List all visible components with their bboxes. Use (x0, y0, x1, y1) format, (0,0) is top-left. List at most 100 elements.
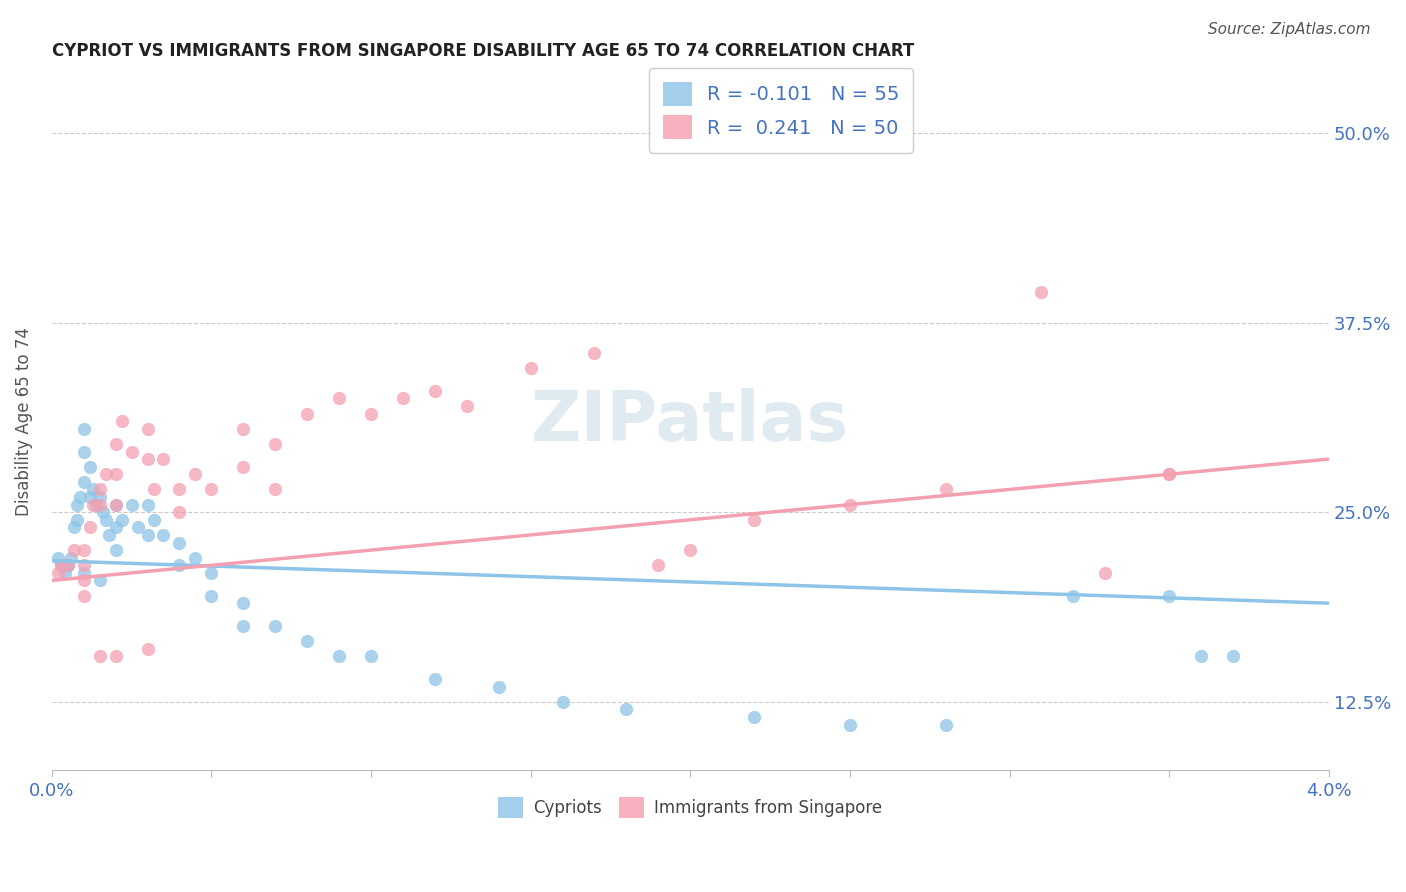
Point (232, 459, 254, 474)
Point (184, 467, 207, 482)
Point (935, 483, 957, 497)
Point (86, 498, 108, 512)
Point (360, 407, 382, 421)
Point (73, 444, 96, 458)
Point (94, 513, 117, 527)
Point (136, 498, 159, 512)
Point (328, 649, 350, 664)
Point (1159, 467, 1181, 482)
Point (69, 490, 91, 504)
Point (51, 558, 73, 573)
Point (53, 566, 76, 580)
Point (1222, 649, 1244, 664)
Point (169, 558, 191, 573)
Point (111, 513, 134, 527)
Point (935, 717, 957, 731)
Point (200, 566, 222, 580)
Point (295, 634, 318, 648)
Point (63, 543, 86, 558)
Text: ZIPatlas: ZIPatlas (531, 388, 849, 455)
Point (59, 550, 82, 565)
Point (392, 392, 415, 406)
Point (583, 346, 606, 360)
Point (742, 710, 765, 724)
Point (73, 566, 96, 580)
Point (519, 361, 541, 376)
Point (838, 717, 860, 731)
Point (89, 490, 111, 504)
Point (79, 490, 101, 504)
Point (679, 543, 702, 558)
Point (169, 505, 191, 519)
Point (488, 680, 510, 694)
Point (232, 596, 254, 610)
Point (169, 483, 191, 497)
Point (423, 384, 446, 398)
Point (328, 392, 350, 406)
Point (121, 498, 143, 512)
Point (73, 543, 96, 558)
Point (152, 528, 174, 542)
Point (46, 550, 69, 565)
Point (82, 483, 104, 497)
Point (89, 649, 111, 664)
Point (1062, 589, 1084, 603)
Point (142, 483, 165, 497)
Point (121, 444, 143, 458)
Point (98, 528, 121, 542)
Point (136, 641, 159, 656)
Point (104, 467, 127, 482)
Point (184, 550, 207, 565)
Point (742, 513, 765, 527)
Point (551, 695, 574, 709)
Point (91, 505, 114, 519)
Point (136, 422, 159, 436)
Point (73, 589, 96, 603)
Y-axis label: Disability Age 65 to 74: Disability Age 65 to 74 (15, 326, 32, 516)
Point (66, 513, 89, 527)
Point (616, 702, 638, 716)
Text: CYPRIOT VS IMMIGRANTS FROM SINGAPORE DISABILITY AGE 65 TO 74 CORRELATION CHART: CYPRIOT VS IMMIGRANTS FROM SINGAPORE DIS… (52, 42, 914, 60)
Point (1094, 566, 1116, 580)
Point (232, 422, 254, 436)
Point (73, 574, 96, 588)
Point (73, 422, 96, 436)
Point (104, 437, 127, 451)
Point (46, 566, 69, 580)
Point (232, 619, 254, 633)
Point (79, 459, 101, 474)
Point (295, 407, 318, 421)
Point (127, 520, 149, 534)
Point (104, 520, 127, 534)
Point (360, 649, 382, 664)
Point (111, 414, 134, 428)
Point (56, 558, 79, 573)
Point (1031, 285, 1053, 300)
Point (200, 589, 222, 603)
Point (104, 543, 127, 558)
Point (136, 452, 159, 467)
Point (104, 649, 127, 664)
Point (142, 513, 165, 527)
Point (423, 672, 446, 686)
Point (89, 483, 111, 497)
Point (79, 520, 101, 534)
Point (1159, 467, 1181, 482)
Point (456, 399, 478, 413)
Point (264, 619, 287, 633)
Point (1159, 589, 1181, 603)
Point (94, 467, 117, 482)
Point (56, 558, 79, 573)
Point (73, 558, 96, 573)
Point (73, 475, 96, 489)
Point (89, 498, 111, 512)
Point (1189, 649, 1212, 664)
Point (838, 498, 860, 512)
Point (169, 535, 191, 549)
Point (82, 498, 104, 512)
Point (264, 437, 287, 451)
Point (264, 483, 287, 497)
Point (66, 498, 89, 512)
Point (89, 574, 111, 588)
Point (104, 498, 127, 512)
